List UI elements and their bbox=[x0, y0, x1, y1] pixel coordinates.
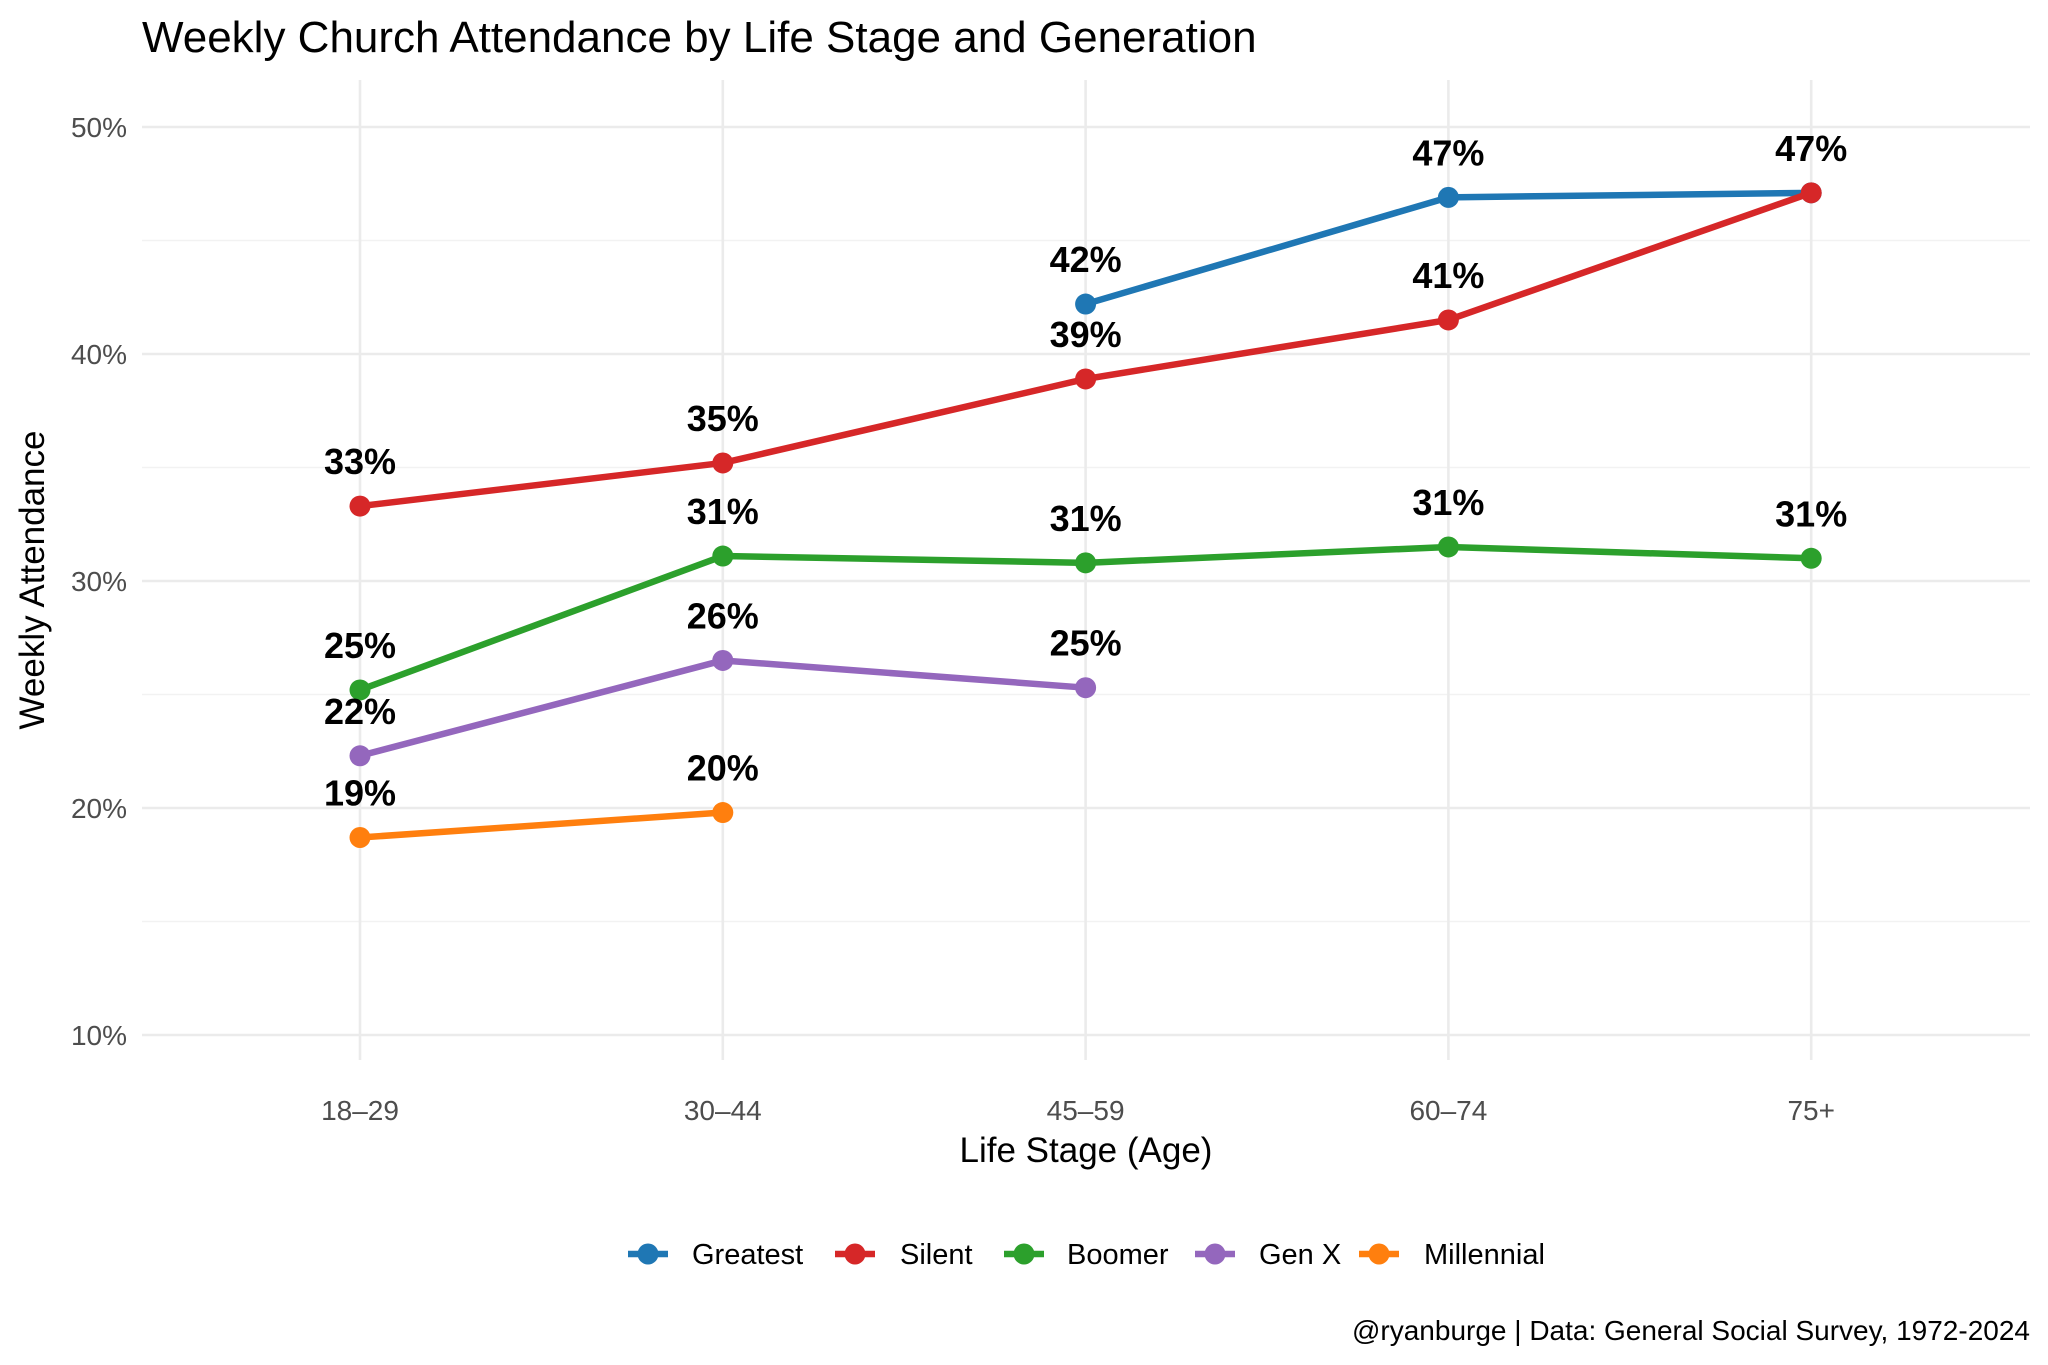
data-label: 19% bbox=[324, 773, 396, 814]
data-labels: 42% 47% 33% 35% 39% 41% 47% 25% 31% 31% 31% 31% 22% 2… bbox=[324, 128, 1847, 814]
legend-label: Silent bbox=[900, 1239, 973, 1271]
data-label: 31% bbox=[1412, 482, 1484, 523]
legend-key-point bbox=[1013, 1243, 1035, 1265]
data-point bbox=[349, 679, 371, 701]
x-tick-label: 60–74 bbox=[1409, 1095, 1487, 1126]
y-tick-label: 30% bbox=[71, 566, 127, 597]
data-point bbox=[1075, 293, 1097, 315]
data-point bbox=[712, 545, 734, 567]
data-point bbox=[349, 495, 371, 517]
legend-key-point bbox=[1368, 1243, 1390, 1265]
data-label: 33% bbox=[324, 441, 396, 482]
legend-item: Millennial bbox=[1359, 1239, 1545, 1271]
gridlines bbox=[142, 80, 2030, 1060]
chart-title: Weekly Church Attendance by Life Stage a… bbox=[142, 13, 1257, 62]
data-point bbox=[349, 827, 371, 849]
x-tick-label: 18–29 bbox=[321, 1095, 399, 1126]
data-point bbox=[1800, 547, 1822, 569]
data-point bbox=[1075, 368, 1097, 390]
data-label: 31% bbox=[1775, 493, 1847, 534]
legend-key-point bbox=[637, 1243, 659, 1265]
data-point bbox=[1075, 677, 1097, 699]
series-group bbox=[349, 182, 1822, 849]
legend-item: Gen X bbox=[1195, 1239, 1341, 1271]
legend-label: Millennial bbox=[1424, 1239, 1545, 1271]
data-point bbox=[349, 745, 371, 767]
y-tick-label: 20% bbox=[71, 793, 127, 824]
y-tick-label: 50% bbox=[71, 112, 127, 143]
data-label: 31% bbox=[687, 491, 759, 532]
legend-item: Boomer bbox=[1004, 1239, 1169, 1271]
legend-item: Silent bbox=[835, 1239, 973, 1271]
data-label: 25% bbox=[324, 625, 396, 666]
data-label: 20% bbox=[687, 748, 759, 789]
legend-key-point bbox=[844, 1243, 866, 1265]
x-tick-label: 30–44 bbox=[684, 1095, 762, 1126]
y-axis-ticks: 10% 20% 30% 40% 50% bbox=[71, 112, 127, 1051]
data-point bbox=[1437, 536, 1459, 558]
data-point bbox=[1437, 309, 1459, 331]
x-tick-label: 45–59 bbox=[1047, 1095, 1125, 1126]
legend-key-point bbox=[1204, 1243, 1226, 1265]
data-point bbox=[1800, 182, 1822, 204]
legend-item: Greatest bbox=[628, 1239, 803, 1271]
y-tick-label: 10% bbox=[71, 1020, 127, 1051]
data-label: 31% bbox=[1050, 498, 1122, 539]
x-axis-ticks: 18–29 30–44 45–59 60–74 75+ bbox=[321, 1095, 1835, 1126]
data-label: 42% bbox=[1050, 239, 1122, 280]
data-point bbox=[712, 802, 734, 824]
y-axis-title: Weekly Attendance bbox=[13, 431, 52, 730]
data-point bbox=[1437, 186, 1459, 208]
legend-label: Greatest bbox=[692, 1239, 803, 1271]
data-label: 47% bbox=[1775, 128, 1847, 169]
data-point bbox=[712, 649, 734, 671]
y-tick-label: 40% bbox=[71, 339, 127, 370]
x-tick-label: 75+ bbox=[1787, 1095, 1835, 1126]
x-axis-title: Life Stage (Age) bbox=[960, 1131, 1213, 1170]
data-label: 47% bbox=[1412, 132, 1484, 173]
legend-label: Boomer bbox=[1067, 1239, 1169, 1271]
legend: Greatest Silent Boomer Gen X Millennial bbox=[628, 1239, 1545, 1271]
data-point bbox=[712, 452, 734, 474]
data-label: 26% bbox=[687, 595, 759, 636]
legend-label: Gen X bbox=[1259, 1239, 1341, 1271]
data-label: 22% bbox=[324, 691, 396, 732]
caption: @ryanburge | Data: General Social Survey… bbox=[1352, 1315, 2030, 1346]
data-label: 35% bbox=[687, 398, 759, 439]
data-label: 41% bbox=[1412, 255, 1484, 296]
series-line-millennial bbox=[359, 809, 724, 841]
data-point bbox=[1075, 552, 1097, 574]
data-label: 39% bbox=[1050, 314, 1122, 355]
data-label: 25% bbox=[1050, 623, 1122, 664]
